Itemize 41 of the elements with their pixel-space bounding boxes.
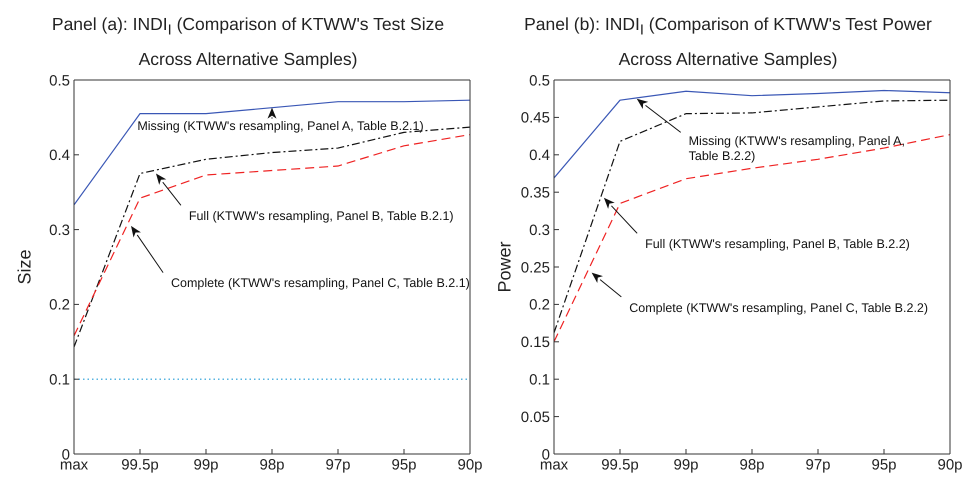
annotation: Full (KTWW's resampling, Panel B, Table B.2.2) [645,237,911,252]
y-tick-label: 0.2 [49,296,70,314]
y-tick-label: 0.2 [529,296,550,314]
y-tick-label: 0.4 [529,147,550,164]
line-series [74,100,470,206]
x-tick-label: 95p [391,456,417,474]
x-tick-label: 99.5p [121,456,159,474]
line-series [554,134,950,342]
y-axis-title: Size [14,249,34,285]
annotation: Complete (KTWW's resampling, Panel C, Table B.2.2) [629,300,930,316]
y-tick-label: 0.4 [49,147,70,164]
x-tick-label: 90p [457,456,483,474]
y-axis-title: Power [494,241,514,293]
x-tick-label: 98p [739,456,765,474]
chart-title: Panel (b): INDI$_{I}$ (Comparison of KTWW's Test Power Across Alternative Samples) [523,13,933,68]
x-tick-label: 99.5p [601,456,639,474]
y-tick-label: 0.35 [520,184,550,202]
y-tick-label: 0.3 [529,222,550,239]
y-tick-label: 0.25 [520,259,550,276]
y-tick-label: 0.05 [520,408,550,426]
x-tick-label: 97p [805,456,831,474]
annotation: Complete (KTWW's resampling, Panel C, Table B.2.1) [171,276,471,292]
x-tick-label: 90p [937,456,963,474]
y-tick-label: 0.5 [49,72,70,90]
x-tick-label: 99p [193,456,219,474]
y-tick-label: 0.15 [520,334,550,352]
line-series [554,90,950,179]
y-tick-label: 0.1 [529,372,550,389]
chart-title: Panel (a): INDI$_{I}$ (Comparison of KTWW's Test Size Across Alternative Samples) [50,13,446,68]
y-tick-label: 0.45 [520,110,550,127]
annotation: Full (KTWW's resampling, Panel B, Table B.2.1) [188,209,455,224]
x-tick-label: 95p [871,456,897,474]
annotation: Missing (KTWW's resampling, Panel A, Table B.2.1) [137,119,425,134]
annotation: Missing (KTWW's resampling, Panel A, Table B.2.2) [688,134,906,164]
x-tick-label: 98p [259,456,285,474]
y-tick-label: 0.5 [529,72,550,90]
y-tick-label: 0.1 [49,372,70,389]
x-tick-label: 97p [325,456,351,474]
x-tick-label: 99p [673,456,699,474]
y-tick-label: 0.3 [49,222,70,239]
line-series [554,100,950,334]
